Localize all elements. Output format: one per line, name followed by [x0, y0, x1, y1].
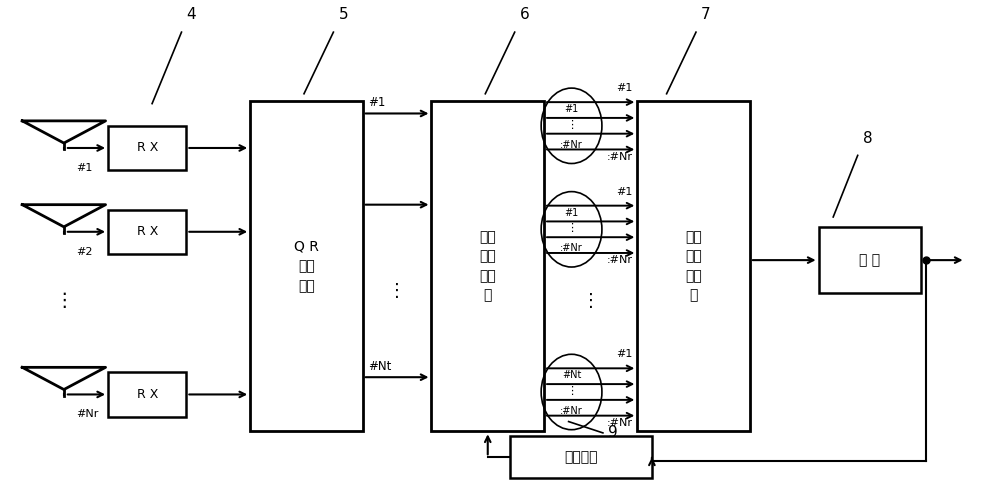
Text: R X: R X [137, 225, 158, 238]
Text: :#Nr: :#Nr [560, 406, 583, 416]
Text: ⋮: ⋮ [566, 386, 577, 396]
Text: ⋮: ⋮ [566, 223, 577, 233]
Text: #Nr: #Nr [76, 409, 98, 419]
FancyBboxPatch shape [108, 372, 186, 416]
Text: Q R
分解
检测: Q R 分解 检测 [294, 240, 319, 293]
Text: #1: #1 [76, 163, 92, 173]
Text: 5: 5 [338, 7, 348, 22]
Text: 9: 9 [608, 425, 618, 440]
Text: ⋮: ⋮ [566, 120, 577, 130]
Text: 7: 7 [701, 7, 711, 22]
Text: 4: 4 [186, 7, 196, 22]
Text: :#Nr: :#Nr [560, 140, 583, 150]
Text: :#Nr: :#Nr [560, 243, 583, 253]
Text: ⋮: ⋮ [388, 282, 406, 300]
Text: 迭代检测: 迭代检测 [564, 450, 598, 464]
FancyBboxPatch shape [818, 227, 921, 293]
Text: 8: 8 [863, 130, 872, 145]
FancyBboxPatch shape [431, 101, 544, 432]
Text: 判 决: 判 决 [859, 253, 881, 267]
FancyBboxPatch shape [108, 210, 186, 254]
Text: #2: #2 [76, 246, 92, 257]
Text: :#Nr: :#Nr [606, 256, 632, 266]
Text: :#Nr: :#Nr [606, 418, 632, 428]
Text: #1: #1 [564, 104, 579, 114]
Text: #1: #1 [616, 187, 632, 197]
Text: #Nt: #Nt [562, 370, 581, 380]
Text: #Nt: #Nt [368, 360, 391, 373]
FancyBboxPatch shape [108, 126, 186, 170]
Text: ⋮: ⋮ [54, 291, 74, 310]
Text: 天线
间干
扰抵
消: 天线 间干 扰抵 消 [479, 230, 496, 302]
Text: R X: R X [137, 388, 158, 401]
Text: 似然
比合
并检
测: 似然 比合 并检 测 [685, 230, 702, 302]
Text: #1: #1 [616, 350, 632, 360]
FancyBboxPatch shape [510, 437, 652, 478]
Text: #1: #1 [564, 208, 579, 218]
FancyBboxPatch shape [637, 101, 750, 432]
FancyBboxPatch shape [250, 101, 363, 432]
Text: ⋮: ⋮ [582, 292, 600, 310]
Text: #1: #1 [616, 83, 632, 93]
Text: R X: R X [137, 141, 158, 154]
Text: #1: #1 [368, 96, 385, 109]
Text: 6: 6 [520, 7, 529, 22]
Text: :#Nr: :#Nr [606, 152, 632, 162]
